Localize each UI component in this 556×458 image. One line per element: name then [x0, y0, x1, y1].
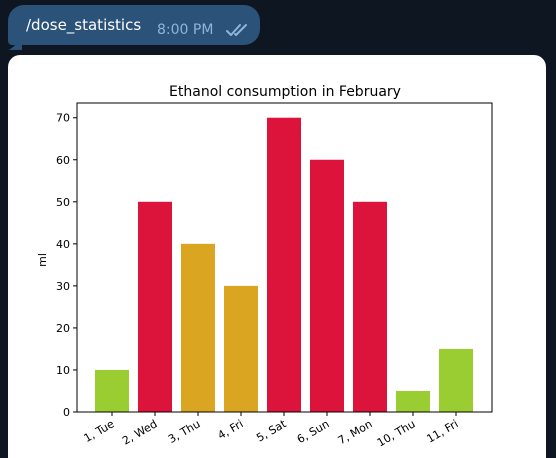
bar-8 [439, 348, 473, 412]
x-tick-label-1: 2, Wed [120, 417, 159, 447]
bar-7 [396, 390, 430, 412]
chart-title: Ethanol consumption in February [169, 84, 401, 100]
bubble-tail [8, 34, 22, 50]
y-tick-label-3: 30 [56, 280, 70, 293]
y-tick-label-7: 70 [56, 112, 70, 125]
bar-1 [138, 201, 172, 412]
x-tick-label-4: 5, Sat [254, 417, 289, 445]
x-tick-label-8: 11, Fri [424, 417, 460, 445]
y-tick-label-5: 50 [56, 196, 70, 209]
double-check-icon [226, 24, 247, 36]
bar-5 [310, 159, 344, 412]
outgoing-message-bubble[interactable]: /dose_statistics 8:00 PM [8, 5, 260, 50]
x-tick-label-5: 6, Sun [295, 417, 332, 446]
bars-layer [95, 117, 473, 412]
message-text[interactable]: /dose_statistics [26, 16, 142, 34]
x-tick-label-6: 7, Mon [336, 417, 375, 447]
x-tick-label-2: 3, Thu [166, 417, 203, 446]
y-tick-label-1: 10 [56, 364, 70, 377]
bar-3 [224, 285, 258, 412]
bar-4 [267, 117, 301, 412]
bar-2 [181, 243, 215, 412]
y-tick-label-6: 60 [56, 154, 70, 167]
bar-0 [95, 369, 129, 412]
y-tick-label-4: 40 [56, 238, 70, 251]
x-tick-label-0: 1, Tue [82, 417, 117, 445]
y-tick-label-2: 20 [56, 322, 70, 335]
chart-y-axis-label: ml [36, 253, 49, 267]
bar-6 [353, 201, 387, 412]
x-tick-label-3: 4, Fri [216, 417, 246, 442]
chart-image-message[interactable]: Ethanol consumption in February ml 1, Tu… [8, 55, 546, 458]
plot-frame [76, 102, 493, 413]
y-tick-label-0: 0 [63, 406, 70, 419]
message-time: 8:00 PM [157, 22, 214, 38]
bar-chart: Ethanol consumption in February ml 1, Tu… [36, 84, 493, 449]
x-tick-label-7: 10, Thu [375, 417, 418, 449]
